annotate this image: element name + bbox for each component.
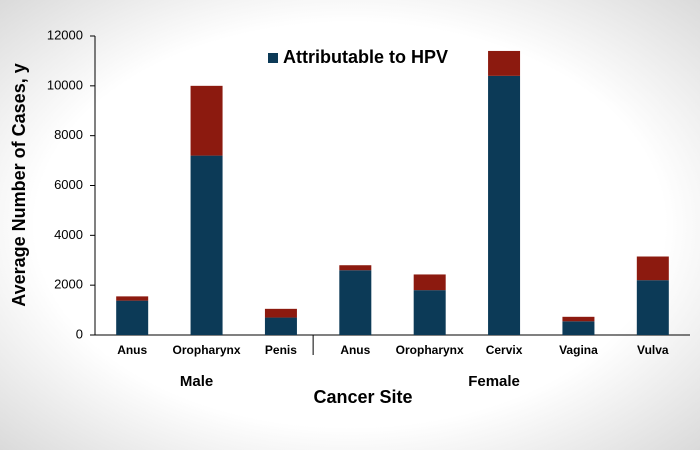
x-tick-label: Vulva [637, 343, 669, 357]
x-tick-label: Oropharynx [173, 343, 241, 357]
y-tick-label: 12000 [47, 27, 83, 42]
x-tick-label: Cervix [486, 343, 523, 357]
bar-segment [562, 316, 595, 322]
bar-segment [339, 270, 372, 335]
legend-label: Attributable to HPV [283, 47, 448, 67]
y-tick-label: 0 [76, 326, 83, 341]
group-label: Female [468, 373, 520, 390]
bar-segment [116, 300, 149, 335]
y-tick-label: 2000 [54, 277, 83, 292]
bar-segment [488, 50, 521, 76]
bar-segment [636, 280, 669, 335]
bar-segment [413, 274, 446, 291]
bar-segment [413, 290, 446, 335]
x-tick-label: Oropharynx [396, 343, 464, 357]
x-tick-label: Vagina [559, 343, 598, 357]
y-tick-label: 8000 [54, 127, 83, 142]
bar-segment [636, 256, 669, 281]
x-tick-label: Anus [117, 343, 147, 357]
bar-segment [116, 296, 149, 301]
group-label: Male [180, 373, 213, 390]
bar-segment [190, 155, 223, 335]
y-tick-label: 10000 [47, 77, 83, 92]
legend-swatch [268, 53, 278, 63]
x-tick-label: Penis [265, 343, 297, 357]
bar-segment [264, 308, 297, 318]
bar-segment [339, 265, 372, 271]
y-axis-label: Average Number of Cases, y [9, 63, 29, 306]
y-tick-label: 4000 [54, 227, 83, 242]
bar-segment [190, 85, 223, 156]
bar-segment [488, 75, 521, 335]
bar-segment [264, 317, 297, 335]
x-tick-label: Anus [340, 343, 370, 357]
x-axis-label: Cancer Site [313, 387, 412, 407]
bar-segment [562, 321, 595, 335]
y-tick-label: 6000 [54, 177, 83, 192]
